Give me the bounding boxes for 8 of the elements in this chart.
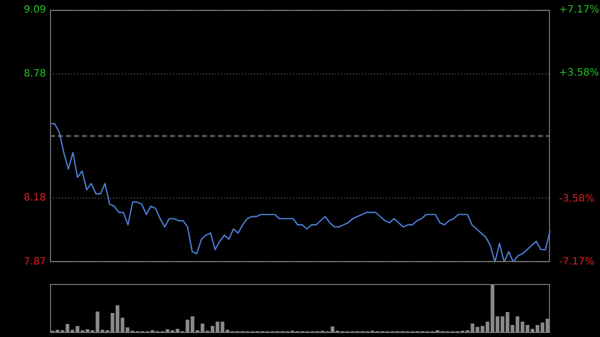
y2-tick-label: +7.17% [559,4,600,16]
y-tick-label: 9.09 [24,4,46,16]
y-tick-label: 8.18 [24,192,46,204]
y2-tick-label: -3.58% [559,194,594,205]
y2-tick-label: -7.17% [559,256,594,268]
y2-tick-label: +3.58% [559,68,600,79]
y-tick-label: 7.87 [24,256,46,268]
y-tick-label: 8.78 [24,68,46,80]
